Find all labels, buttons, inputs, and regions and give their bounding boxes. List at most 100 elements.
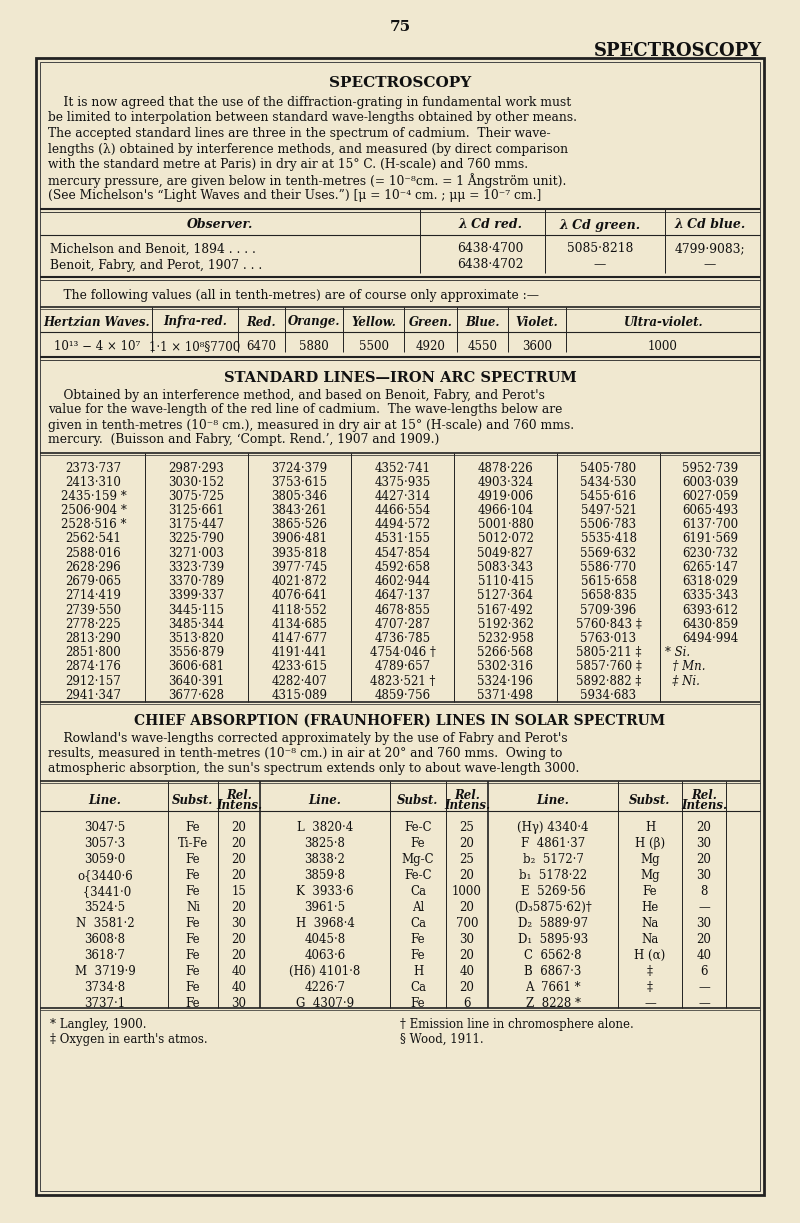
Text: 3825·8: 3825·8 xyxy=(305,837,346,850)
Text: 6438·4702: 6438·4702 xyxy=(457,258,523,272)
Text: 5324·196: 5324·196 xyxy=(478,675,534,687)
Text: 4466·554: 4466·554 xyxy=(374,504,430,517)
Text: 30: 30 xyxy=(697,837,711,850)
Text: —: — xyxy=(698,997,710,1010)
Text: 3323·739: 3323·739 xyxy=(169,561,225,574)
Text: Ca: Ca xyxy=(410,917,426,929)
Text: value for the wave-length of the red line of cadmium.  The wave-lengths below ar: value for the wave-length of the red lin… xyxy=(48,404,562,417)
Text: 25: 25 xyxy=(459,852,474,866)
Text: 4282·407: 4282·407 xyxy=(271,675,327,687)
Text: 6137·700: 6137·700 xyxy=(682,519,738,531)
Text: 30: 30 xyxy=(697,868,711,882)
Text: 5506·783: 5506·783 xyxy=(581,519,637,531)
Text: Michelson and Benoit, 1894 . . . .: Michelson and Benoit, 1894 . . . . xyxy=(50,242,256,256)
Text: 2506·904 *: 2506·904 * xyxy=(61,504,126,517)
Text: 4233·615: 4233·615 xyxy=(271,660,327,674)
Text: 4063·6: 4063·6 xyxy=(304,949,346,963)
Text: 30: 30 xyxy=(231,997,246,1010)
Text: given in tenth-metres (10⁻⁸ cm.), measured in dry air at 15° (H-scale) and 760 m: given in tenth-metres (10⁻⁸ cm.), measur… xyxy=(48,418,574,432)
Text: 2739·550: 2739·550 xyxy=(66,603,122,616)
Text: 6065·493: 6065·493 xyxy=(682,504,738,517)
Text: 30: 30 xyxy=(459,933,474,945)
Text: 4919·006: 4919·006 xyxy=(478,490,534,503)
Text: 3047·5: 3047·5 xyxy=(84,821,126,834)
Text: 4903·324: 4903·324 xyxy=(478,476,534,489)
Text: 2874·176: 2874·176 xyxy=(66,660,122,674)
Text: Fe: Fe xyxy=(186,997,200,1010)
Text: Orange.: Orange. xyxy=(288,316,340,329)
Text: 5012·072: 5012·072 xyxy=(478,532,534,545)
Text: 5266·568: 5266·568 xyxy=(478,646,534,659)
Text: ‡: ‡ xyxy=(647,981,653,994)
Text: 3271·003: 3271·003 xyxy=(169,547,225,560)
Text: 4134·685: 4134·685 xyxy=(271,618,327,631)
Text: 4531·155: 4531·155 xyxy=(374,532,430,545)
Text: Al: Al xyxy=(412,901,424,914)
Text: 5085·8218: 5085·8218 xyxy=(567,242,633,256)
Text: 3175·447: 3175·447 xyxy=(169,519,225,531)
Text: mercury.  (Buisson and Fabry, ‘Compt. Rend.’, 1907 and 1909.): mercury. (Buisson and Fabry, ‘Compt. Ren… xyxy=(48,433,439,446)
Text: 1000: 1000 xyxy=(452,885,482,898)
Text: 4076·641: 4076·641 xyxy=(271,589,327,602)
Text: 40: 40 xyxy=(697,949,711,963)
Text: 2912·157: 2912·157 xyxy=(66,675,122,687)
Text: —: — xyxy=(594,258,606,272)
Text: 2413·310: 2413·310 xyxy=(66,476,122,489)
Text: results, measured in tenth-metres (10⁻⁸ cm.) in air at 20° and 760 mms.  Owing t: results, measured in tenth-metres (10⁻⁸ … xyxy=(48,747,562,759)
Text: 4736·785: 4736·785 xyxy=(374,632,430,645)
Text: 4494·572: 4494·572 xyxy=(374,519,430,531)
Text: 4920: 4920 xyxy=(415,340,446,353)
Text: Fe: Fe xyxy=(410,997,426,1010)
Text: D₁  5895·93: D₁ 5895·93 xyxy=(518,933,588,945)
Text: Ti-Fe: Ti-Fe xyxy=(178,837,208,850)
Text: Fe: Fe xyxy=(186,965,200,978)
Text: 5760·843 ‡: 5760·843 ‡ xyxy=(575,618,642,631)
Text: —: — xyxy=(704,258,716,272)
Text: † Emission line in chromosphere alone.: † Emission line in chromosphere alone. xyxy=(400,1018,634,1031)
Text: 3524·5: 3524·5 xyxy=(85,901,126,914)
Text: 3057·3: 3057·3 xyxy=(84,837,126,850)
Text: 6438·4700: 6438·4700 xyxy=(457,242,523,256)
Text: 20: 20 xyxy=(231,949,246,963)
Text: be limited to interpolation between standard wave-lengths obtained by other mean: be limited to interpolation between stan… xyxy=(48,111,577,125)
Text: C  6562·8: C 6562·8 xyxy=(524,949,582,963)
Text: 40: 40 xyxy=(459,965,474,978)
Text: Fe: Fe xyxy=(410,949,426,963)
Text: 4547·854: 4547·854 xyxy=(374,547,430,560)
Text: G  4307·9: G 4307·9 xyxy=(296,997,354,1010)
Text: 40: 40 xyxy=(231,981,246,994)
Text: 3838·2: 3838·2 xyxy=(305,852,346,866)
Text: 3618·7: 3618·7 xyxy=(85,949,126,963)
Text: 3485·344: 3485·344 xyxy=(169,618,225,631)
Text: Fe: Fe xyxy=(186,981,200,994)
Text: 2813·290: 2813·290 xyxy=(66,632,122,645)
Text: 5049·827: 5049·827 xyxy=(478,547,534,560)
Text: 6430·859: 6430·859 xyxy=(682,618,738,631)
Text: Mg-C: Mg-C xyxy=(402,852,434,866)
Text: Fe: Fe xyxy=(186,852,200,866)
Text: 6230·732: 6230·732 xyxy=(682,547,738,560)
Text: Ca: Ca xyxy=(410,981,426,994)
Text: E  5269·56: E 5269·56 xyxy=(521,885,586,898)
Text: Mg: Mg xyxy=(640,852,660,866)
Text: o{3440·6: o{3440·6 xyxy=(77,868,133,882)
Text: Na: Na xyxy=(642,917,658,929)
Text: 15: 15 xyxy=(231,885,246,898)
Text: 3606·681: 3606·681 xyxy=(169,660,225,674)
Text: 3030·152: 3030·152 xyxy=(169,476,225,489)
Text: Fe: Fe xyxy=(642,885,658,898)
Text: Intens.: Intens. xyxy=(444,799,490,812)
Text: with the standard metre at Paris) in dry air at 15° C. (H-scale) and 760 mms.: with the standard metre at Paris) in dry… xyxy=(48,158,528,171)
Text: 4823·521 †: 4823·521 † xyxy=(370,675,435,687)
Text: (D₃5875·62)†: (D₃5875·62)† xyxy=(514,901,592,914)
Text: Infra-red.: Infra-red. xyxy=(163,316,227,329)
Text: 4799·9083;: 4799·9083; xyxy=(674,242,746,256)
Text: 20: 20 xyxy=(459,868,474,882)
Text: F  4861·37: F 4861·37 xyxy=(521,837,585,850)
Text: 10¹³ − 4 × 10⁷: 10¹³ − 4 × 10⁷ xyxy=(54,340,140,353)
Text: b₂  5172·7: b₂ 5172·7 xyxy=(522,852,583,866)
Text: § Wood, 1911.: § Wood, 1911. xyxy=(400,1033,484,1046)
Text: ‡ Oxygen in earth's atmos.: ‡ Oxygen in earth's atmos. xyxy=(50,1033,208,1046)
Text: λ Cd green.: λ Cd green. xyxy=(559,219,641,231)
Text: b₁  5178·22: b₁ 5178·22 xyxy=(519,868,587,882)
